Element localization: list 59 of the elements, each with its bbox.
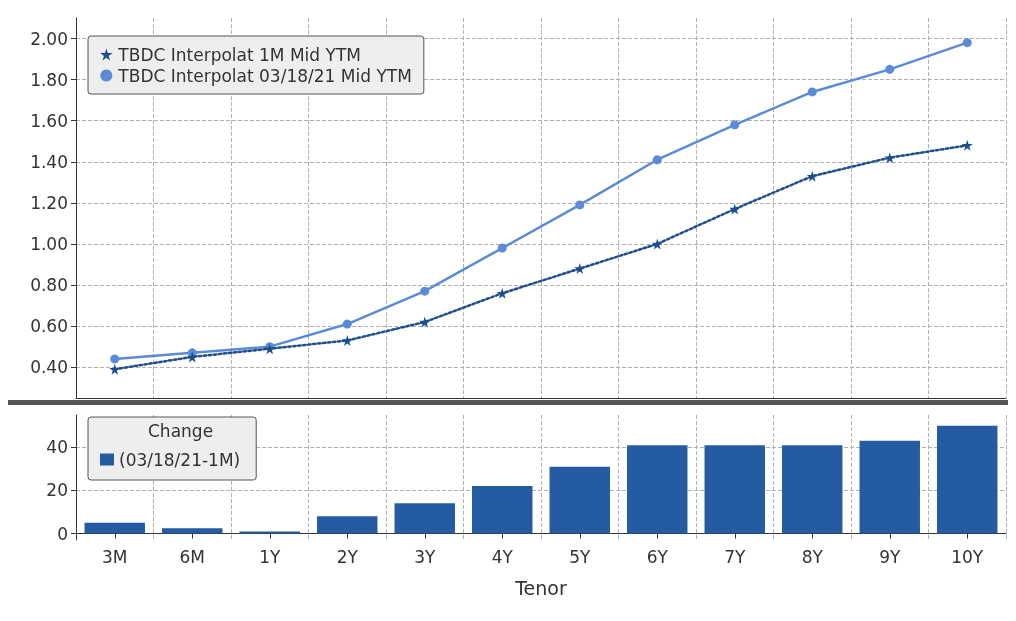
bar (782, 445, 843, 534)
bar (549, 466, 610, 534)
y-tick-label: 2.00 (30, 28, 68, 49)
x-tick-label: 3Y (414, 546, 436, 567)
y-tick-label: 20 (46, 480, 68, 501)
x-tick-label: 9Y (879, 546, 901, 567)
point (341, 334, 353, 346)
legend-label: TBDC Interpolat 1M Mid YTM (117, 44, 361, 65)
point (575, 200, 585, 210)
x-tick-label: 4Y (491, 546, 514, 567)
x-tick-label: 7Y (724, 546, 746, 567)
x-tick-label: 1Y (259, 546, 281, 567)
x-tick-label: 8Y (801, 546, 824, 567)
y-tick-label: 1.60 (30, 110, 68, 131)
x-tick-label: 10Y (951, 546, 984, 567)
point (497, 243, 507, 253)
x-tick-label: 6M (179, 546, 205, 567)
point (806, 170, 818, 182)
x-tick-label: 3M (102, 546, 128, 567)
point (961, 139, 973, 151)
point (496, 287, 508, 299)
legend-label: TBDC Interpolat 03/18/21 Mid YTM (117, 65, 412, 86)
bar (317, 516, 378, 534)
bar (859, 440, 920, 534)
bar (84, 522, 145, 534)
point (651, 238, 663, 250)
y-tick-label: 0 (57, 523, 68, 544)
point (342, 319, 352, 329)
point (186, 351, 198, 363)
bar (162, 528, 223, 534)
legend-label: (03/18/21-1M) (119, 449, 241, 470)
x-axis-title: Tenor (514, 576, 567, 599)
point (807, 87, 817, 97)
point (729, 203, 741, 215)
y-tick-label: 40 (46, 437, 68, 458)
point (110, 354, 120, 364)
y-tick-label: 0.60 (30, 316, 68, 337)
point (419, 316, 431, 328)
point (962, 38, 972, 48)
y-tick-label: 0.40 (30, 357, 68, 378)
y-tick-label: 1.00 (30, 233, 68, 254)
bar (627, 445, 688, 534)
y-tick-label: 1.20 (30, 192, 68, 213)
legend-title: Change (148, 420, 214, 441)
y-tick-label: 1.80 (30, 69, 68, 90)
point (885, 64, 895, 74)
point (652, 155, 662, 165)
bar (472, 486, 533, 534)
point (730, 120, 740, 130)
x-tick-label: 6Y (646, 546, 669, 567)
x-tick-label: 2Y (336, 546, 359, 567)
bar (937, 425, 998, 534)
y-tick-label: 1.40 (30, 151, 68, 172)
bar (704, 445, 765, 534)
bar (394, 503, 455, 534)
x-tick-label: 5Y (569, 546, 591, 567)
bar (239, 531, 300, 534)
point (420, 286, 430, 296)
y-tick-label: 0.80 (30, 275, 68, 296)
